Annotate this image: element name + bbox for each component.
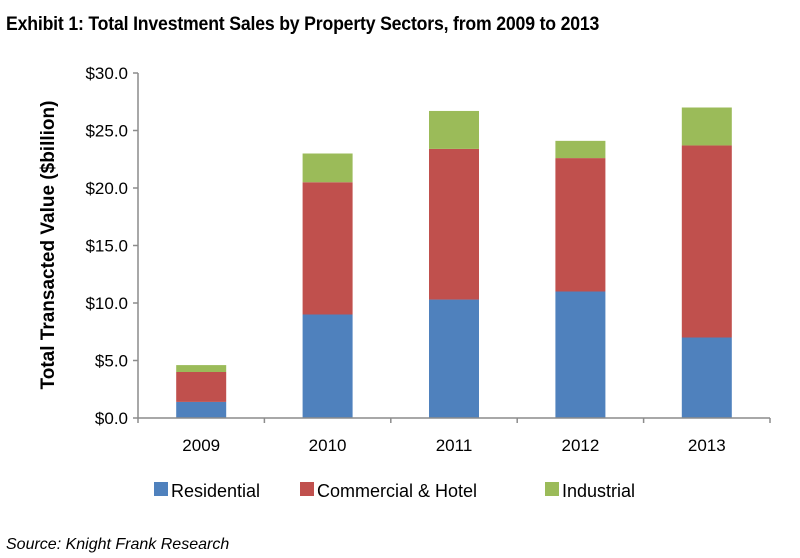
legend-label: Industrial	[562, 481, 635, 501]
x-tick-label: 2009	[182, 436, 220, 455]
x-tick-label: 2011	[436, 436, 473, 455]
bar-residential-2009	[176, 401, 227, 418]
x-tick-label: 2010	[309, 436, 347, 455]
y-tick-label: $5.0	[95, 352, 128, 371]
bar-industrial-2009	[176, 365, 227, 372]
bar-commercial-hotel-2013	[681, 145, 732, 338]
bar-commercial-hotel-2011	[429, 148, 479, 300]
x-axis-ticks: 2009 2010 2011 2012 2013	[137, 418, 771, 455]
bar-industrial-2012	[555, 140, 606, 159]
bar-industrial-2013	[681, 107, 732, 146]
y-tick-label: $0.0	[95, 409, 128, 428]
bar-industrial-2010	[302, 153, 353, 183]
bar-residential-2012	[555, 291, 606, 418]
bar-residential-2013	[681, 337, 732, 418]
bar-residential-2011	[429, 299, 479, 418]
legend-swatch-industrial	[545, 482, 559, 496]
bar-commercial-hotel-2010	[302, 182, 353, 315]
y-axis-ticks: $0.0 $5.0 $10.0 $15.0 $20.0 $25.0 $30.0	[85, 64, 138, 428]
bar-commercial-hotel-2009	[176, 372, 227, 402]
y-axis-label: Total Transacted Value ($billion)	[38, 101, 59, 390]
legend-label: Residential	[171, 481, 260, 501]
y-tick-label: $20.0	[85, 179, 128, 198]
x-tick-label: 2013	[688, 436, 726, 455]
legend: Residential Commercial & Hotel Industrial	[154, 481, 635, 501]
legend-swatch-residential	[154, 482, 168, 496]
chart-title: Exhibit 1: Total Investment Sales by Pro…	[6, 14, 600, 35]
axes	[137, 73, 770, 419]
bar-commercial-hotel-2012	[555, 158, 606, 292]
x-tick-label: 2012	[561, 436, 599, 455]
stacked-bar-chart: Total Transacted Value ($billion) $0.0 $5…	[38, 64, 771, 501]
y-tick-label: $10.0	[85, 294, 128, 313]
y-tick-label: $25.0	[85, 122, 128, 141]
bars	[176, 107, 732, 418]
y-tick-label: $30.0	[85, 64, 128, 83]
bar-residential-2010	[302, 314, 353, 418]
legend-label: Commercial & Hotel	[317, 481, 477, 501]
legend-swatch-commercial-hotel	[300, 482, 314, 496]
y-tick-label: $15.0	[85, 237, 128, 256]
bar-industrial-2011	[429, 110, 479, 149]
source-note: Source: Knight Frank Research	[6, 536, 230, 553]
